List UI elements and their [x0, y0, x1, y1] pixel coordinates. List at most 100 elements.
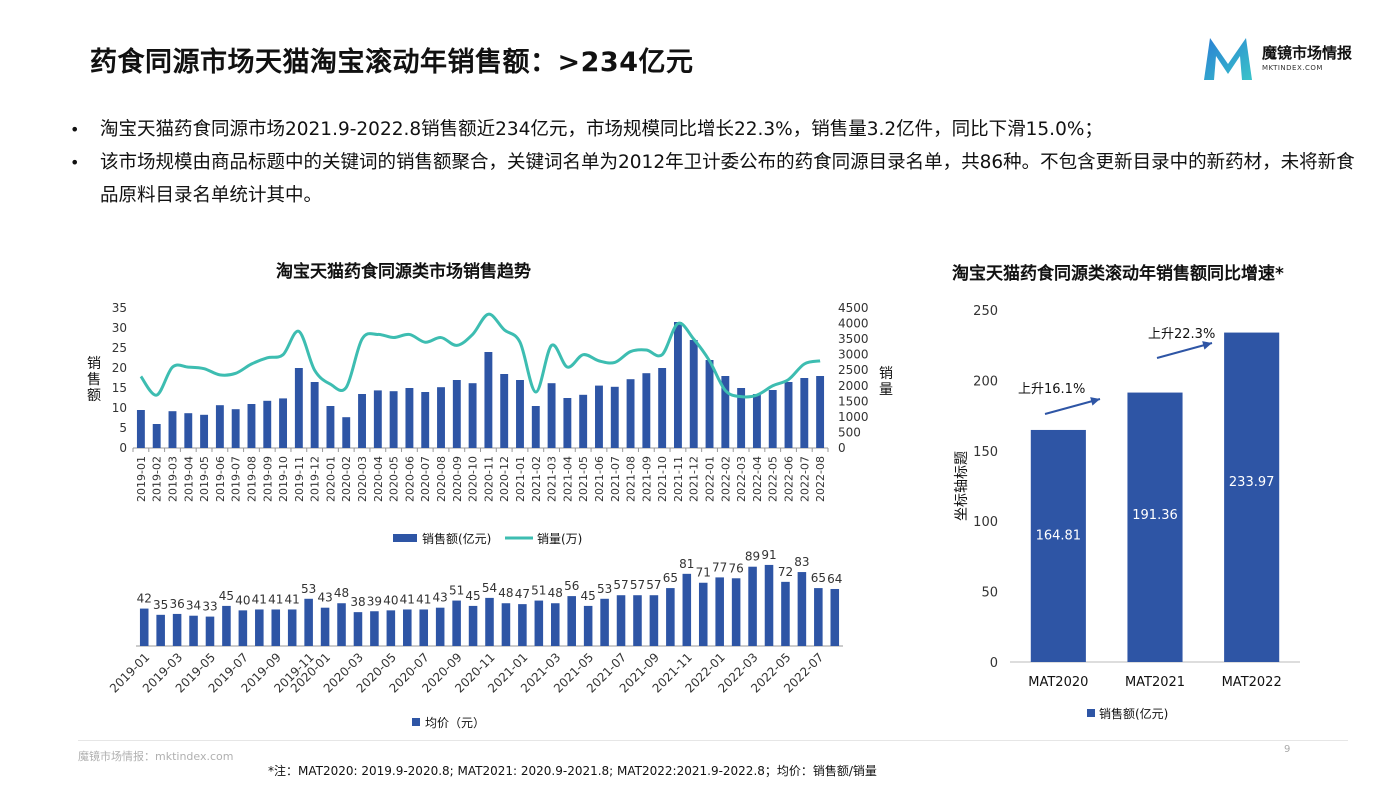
- x-tick-label: 2021-09: [640, 456, 653, 502]
- y-left-tick-label: 15: [112, 381, 127, 395]
- logo: 魔镜市场情报 MKTINDEX.COM: [1200, 34, 1360, 86]
- sales-bar: [405, 388, 414, 448]
- price-data-label: 48: [498, 586, 513, 600]
- sales-bar: [200, 414, 209, 448]
- price-bar: [172, 613, 182, 646]
- price-data-label: 34: [186, 599, 201, 613]
- x-tick-label: 2022-06: [783, 456, 796, 502]
- bullet-mark: •: [70, 153, 80, 172]
- price-data-label: 76: [728, 561, 743, 575]
- price-data-label: 41: [252, 592, 267, 606]
- y-left-axis-title-char: 售: [87, 372, 101, 388]
- trend-chart-title: 淘宝天猫药食同源类市场销售趋势: [276, 262, 531, 282]
- sales-bar: [705, 360, 714, 448]
- mat-bar: [1224, 332, 1280, 662]
- sales-bar: [152, 424, 161, 448]
- legend-label-volume: 销量(万): [537, 532, 582, 546]
- y-left-tick-label: 30: [112, 321, 127, 335]
- x-tick-label: 2019-03: [166, 456, 179, 502]
- bullet-text: 该市场规模由商品标题中的关键词的销售额聚合，关键词名单为2012年卫计委公布的药…: [100, 152, 1355, 206]
- price-data-label: 47: [515, 587, 530, 601]
- y-left-axis-title-char: 额: [87, 388, 101, 404]
- price-bar: [633, 595, 642, 646]
- price-bar: [682, 573, 692, 646]
- price-bar: [205, 616, 215, 646]
- sales-bar: [184, 413, 193, 448]
- price-bar: [403, 609, 412, 646]
- footer-source: 魔镜市场情报：mktindex.com: [78, 750, 234, 763]
- price-data-label: 41: [268, 592, 283, 606]
- x-tick-label: 2022-03: [735, 456, 748, 502]
- price-bar: [189, 615, 198, 646]
- price-data-label: 71: [696, 566, 711, 580]
- price-data-label: 48: [334, 586, 349, 600]
- y-tick-label: 250: [973, 304, 998, 319]
- price-data-label: 91: [761, 548, 776, 562]
- x-tick-label: 2019-09: [261, 456, 274, 502]
- y-axis-title: 坐标轴标题: [954, 451, 970, 521]
- x-tick-label: MAT2021: [1125, 675, 1185, 690]
- sales-bar: [421, 392, 430, 448]
- sales-bar: [737, 388, 746, 448]
- growth-annotation: 上升22.3%: [1148, 327, 1215, 342]
- x-tick-label: 2021-08: [625, 456, 638, 502]
- bullet-item: • 淘宝天猫药食同源市场2021.9-2022.8销售额近234亿元，市场规模同…: [70, 113, 1360, 146]
- bullet-text: 淘宝天猫药食同源市场2021.9-2022.8销售额近234亿元，市场规模同比增…: [100, 119, 1103, 140]
- price-data-label: 40: [235, 593, 250, 607]
- sales-bar: [373, 390, 382, 448]
- sales-bar: [579, 394, 588, 448]
- logo-url: MKTINDEX.COM: [1262, 64, 1323, 72]
- price-data-label: 53: [301, 582, 316, 596]
- x-tick-label: 2019-05: [198, 456, 211, 502]
- sales-bar: [689, 340, 698, 448]
- price-data-label: 40: [383, 593, 398, 607]
- page-title: 药食同源市场天猫淘宝滚动年销售额：>234亿元: [90, 47, 694, 78]
- mat-value-label: 191.36: [1132, 508, 1178, 523]
- price-bar: [452, 600, 461, 646]
- y-tick-label: 200: [973, 374, 998, 389]
- bullet-list: • 淘宝天猫药食同源市场2021.9-2022.8销售额近234亿元，市场规模同…: [70, 113, 1360, 212]
- x-tick-label: 2020-04: [372, 456, 385, 502]
- sales-bar: [389, 391, 398, 448]
- mat-chart-title: 淘宝天猫药食同源类滚动年销售额同比增速*: [952, 264, 1284, 284]
- x-tick-label: 2019-10: [277, 456, 290, 502]
- sales-bar: [673, 322, 682, 448]
- x-tick-label: 2022-07: [798, 456, 811, 502]
- sales-bar: [800, 378, 809, 448]
- sales-bar: [263, 400, 272, 448]
- price-bar: [287, 609, 297, 646]
- price-bar: [649, 595, 659, 646]
- price-bar: [304, 598, 313, 646]
- price-bar: [781, 581, 790, 646]
- price-data-label: 35: [153, 598, 168, 612]
- price-data-label: 57: [630, 578, 645, 592]
- sales-bar: [752, 394, 761, 448]
- legend-label-mat: 销售额(亿元): [1099, 706, 1168, 721]
- price-data-label: 81: [679, 557, 694, 571]
- y-left-tick-label: 25: [112, 341, 127, 355]
- bullet-mark: •: [70, 120, 80, 139]
- growth-annotation: 上升16.1%: [1018, 382, 1085, 397]
- growth-arrow-head: [1202, 341, 1212, 350]
- price-bar: [419, 609, 429, 646]
- price-data-label: 54: [482, 581, 497, 595]
- price-bar: [550, 603, 560, 646]
- mat-bar: [1030, 429, 1086, 662]
- sales-bar: [294, 368, 303, 448]
- x-tick-label: 2019-06: [214, 456, 227, 502]
- mat-bar: [1127, 392, 1183, 662]
- y-tick-label: 150: [973, 445, 998, 460]
- mirror-m-logo-icon: [1204, 38, 1252, 80]
- bullet-item: • 该市场规模由商品标题中的关键词的销售额聚合，关键词名单为2012年卫计委公布…: [70, 146, 1360, 212]
- y-right-axis-title-char: 量: [879, 382, 893, 398]
- price-bar: [698, 582, 708, 646]
- growth-arrow: [1156, 342, 1213, 359]
- x-tick-label: 2020-08: [435, 456, 448, 502]
- sales-bar: [326, 406, 335, 448]
- sales-bar: [595, 385, 603, 448]
- y-right-tick-label: 3500: [838, 332, 869, 346]
- x-tick-label: 2021-01: [514, 456, 527, 502]
- price-bar: [485, 597, 494, 646]
- price-bar: [468, 605, 478, 646]
- sales-bar: [784, 382, 793, 448]
